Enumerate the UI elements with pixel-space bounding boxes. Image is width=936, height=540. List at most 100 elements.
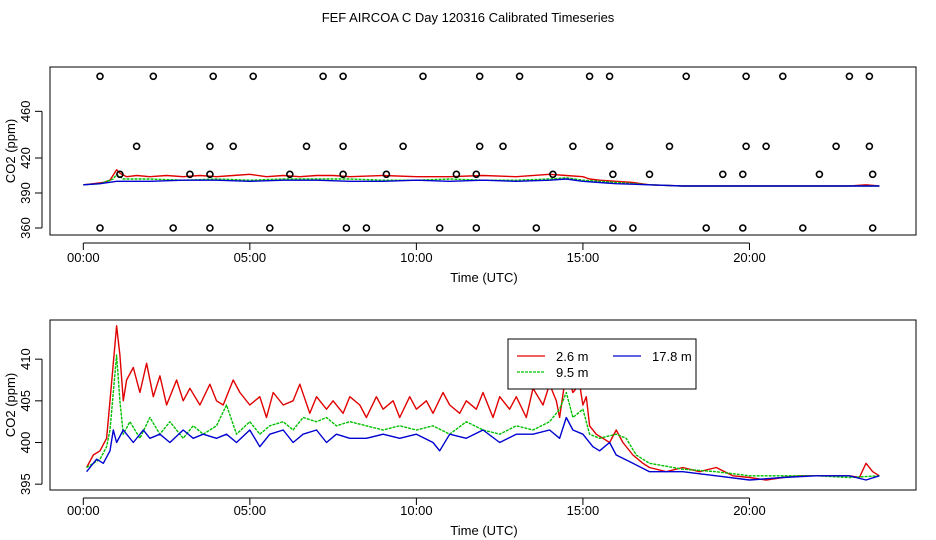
calibration-point [339, 142, 347, 151]
calibration-point [845, 72, 854, 81]
calibration-point [605, 142, 614, 151]
calibration-point [609, 170, 617, 179]
panel-bottom-series-2-6-m [85, 325, 880, 481]
calibration-point [206, 170, 214, 179]
calibration-point [738, 224, 747, 232]
legend-label-2-6m: 2.6 m [556, 349, 589, 364]
calibration-point [585, 72, 594, 81]
calibration-point [342, 224, 351, 232]
calibration-point [229, 142, 237, 151]
panel-bottom-frame [49, 319, 917, 491]
calibration-point [798, 224, 807, 232]
calibration-point [778, 72, 787, 81]
panel-top-x-tick-label: 00:00 [67, 250, 100, 265]
calibration-point [549, 170, 557, 179]
calibration-point [865, 72, 874, 81]
calibration-point [702, 224, 711, 232]
panel-bottom-x-tick-label: 00:00 [67, 503, 100, 518]
legend: 2.6 m 17.8 m 9.5 m [507, 338, 697, 390]
panel-top-series [83, 168, 880, 187]
calibration-point [452, 170, 461, 179]
calibration-point [149, 72, 158, 81]
panel-top-calibration-points [96, 72, 877, 232]
calibration-point [742, 72, 750, 81]
calibration-point [569, 142, 577, 151]
panel-top-series-2-6-m [83, 168, 880, 187]
panel-bottom-y-tick-label: 400 [18, 432, 33, 454]
calibration-point [609, 224, 617, 232]
panel-top-series-17-8-m [83, 178, 880, 187]
calibration-point [832, 142, 840, 151]
calibration-point [169, 224, 177, 232]
calibration-point [738, 170, 747, 179]
calibration-point [399, 142, 407, 151]
panel-top-y-tick-label: 390 [18, 182, 33, 204]
panel-bottom-y-tick-label: 405 [18, 390, 33, 412]
calibration-point [682, 72, 691, 81]
panel-bottom-x-tick-label: 10:00 [400, 503, 433, 518]
calibration-point [209, 72, 217, 81]
calibration-point [868, 170, 877, 179]
calibration-point [419, 72, 427, 81]
calibration-point [319, 72, 327, 81]
panel-bottom-x-tick-label: 05:00 [234, 503, 267, 518]
panel-top-xlabel: Time (UTC) [450, 270, 517, 285]
panel-top-ylabel: CO2 (ppm) [3, 119, 18, 183]
calibration-point [339, 170, 347, 179]
calibration-point [339, 72, 347, 81]
panel-bottom-xlabel: Time (UTC) [450, 523, 517, 538]
calibration-point [302, 142, 311, 151]
legend-box [507, 338, 697, 390]
calibration-point [206, 224, 214, 232]
calibration-point [475, 72, 484, 81]
panel-bottom-series [85, 325, 880, 481]
calibration-point [435, 224, 444, 232]
panel-top-y-tick-label: 460 [18, 100, 33, 122]
panel-bottom-series-17-8-m [86, 416, 880, 481]
calibration-point [868, 224, 877, 232]
panel-bottom-axes: 00:00 05:00 10:00 15:00 20:00 395 400 405 410 [18, 348, 766, 518]
calibration-point [206, 142, 214, 151]
calibration-point [382, 170, 391, 179]
calibration-point [718, 170, 727, 179]
calibration-point [605, 72, 614, 81]
panel-top-y-tick-label: 360 [18, 217, 33, 239]
panel-top-x-tick-label: 15:00 [567, 250, 600, 265]
calibration-point [762, 142, 770, 151]
calibration-point [665, 142, 674, 151]
calibration-point [472, 170, 481, 179]
calibration-point [645, 170, 654, 179]
panel-top-x-tick-label: 10:00 [400, 250, 433, 265]
panel-bottom-y-tick-label: 410 [18, 348, 33, 370]
calibration-point [186, 170, 194, 179]
calibration-point [532, 224, 541, 232]
calibration-point [265, 224, 274, 232]
calibration-point [499, 142, 507, 151]
panel-bottom-series-9-5-m [86, 354, 880, 479]
calibration-point [96, 72, 104, 81]
panel-top-x-tick-label: 05:00 [234, 250, 267, 265]
panel-top-y-tick-label: 420 [18, 147, 33, 169]
calibration-point [96, 224, 104, 232]
legend-label-17-8m: 17.8 m [652, 349, 692, 364]
calibration-point [742, 142, 750, 151]
panel-bottom-x-tick-label: 15:00 [567, 503, 600, 518]
calibration-point [472, 224, 481, 232]
panel-bottom-y-tick-label: 395 [18, 473, 33, 495]
panel-top: 00:00 05:00 10:00 15:00 20:00 360 390 420 460 Ti… [3, 66, 917, 285]
calibration-point [815, 170, 824, 179]
panel-top-x-tick-label: 20:00 [733, 250, 766, 265]
figure-title: FEF AIRCOA C Day 120316 Calibrated Times… [322, 10, 615, 25]
calibration-point [475, 142, 484, 151]
panel-bottom: 00:00 05:00 10:00 15:00 20:00 395 400 405 410 Ti… [3, 319, 917, 538]
legend-label-9-5m: 9.5 m [556, 365, 589, 380]
calibration-point [362, 224, 371, 232]
calibration-point [285, 170, 294, 179]
calibration-point [116, 170, 124, 179]
calibration-point [515, 72, 524, 81]
panel-top-axes: 00:00 05:00 10:00 15:00 20:00 360 390 420 460 [18, 100, 766, 265]
panel-top-frame [49, 66, 917, 236]
calibration-point [865, 142, 874, 151]
calibration-point [629, 224, 637, 232]
